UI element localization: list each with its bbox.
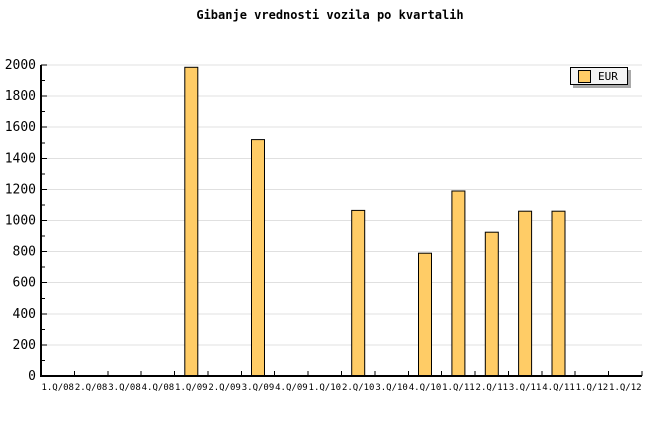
y-axis-label: 1600	[5, 120, 36, 135]
x-axis-label: 3.Q/11	[509, 383, 542, 393]
chart-title: Gibanje vrednosti vozila po kvartalih	[196, 8, 464, 22]
legend-label: EUR	[598, 69, 618, 83]
y-axis-label: 800	[13, 245, 36, 260]
x-axis-label: 1.Q/09	[175, 383, 208, 393]
x-axis-label: 3.Q/08	[108, 383, 141, 393]
y-axis-label: 1400	[5, 151, 36, 166]
x-axis-label: 2.Q/09	[208, 383, 241, 393]
x-axis-label: 3.Q/09	[242, 383, 275, 393]
bar-1.Q/11	[451, 190, 466, 377]
y-axis-label: 0	[28, 369, 36, 384]
x-axis-label: 2.Q/08	[75, 383, 108, 393]
y-axis-label: 2000	[5, 58, 36, 73]
x-axis-label: 4.Q/11	[542, 383, 575, 393]
y-axis-label: 400	[13, 307, 36, 322]
y-axis-label: 200	[13, 338, 36, 353]
legend: EUR	[570, 67, 628, 85]
x-axis-label: 2.Q/11	[476, 383, 509, 393]
x-axis-label: 3.Q/10	[375, 383, 408, 393]
x-axis-label: 2.Q/10	[342, 383, 375, 393]
x-axis-label: 1.Q/08	[41, 383, 74, 393]
bar-3.Q/11	[518, 210, 533, 377]
y-axis-label: 1800	[5, 89, 36, 104]
y-axis-label: 600	[13, 276, 36, 291]
bar-1.Q/09	[184, 66, 199, 377]
x-axis-label: 1.Q/11	[442, 383, 475, 393]
bar-2.Q/11	[484, 231, 499, 377]
x-axis-label: 1.Q/12	[609, 383, 642, 393]
y-axis-label: 1000	[5, 214, 36, 229]
x-axis-label: 1.Q/10	[309, 383, 342, 393]
bar-4.Q/10	[418, 252, 432, 377]
legend-swatch-icon	[578, 69, 591, 83]
x-axis-label: 4.Q/09	[275, 383, 308, 393]
x-axis-label: 4.Q/08	[142, 383, 175, 393]
x-axis-label: 1.Q/12	[576, 383, 609, 393]
x-axis-label: 4.Q/10	[409, 383, 442, 393]
bar-2.Q/10	[351, 209, 366, 377]
bar-4.Q/11	[551, 210, 566, 377]
bar-3.Q/09	[251, 139, 265, 377]
y-axis-label: 1200	[5, 182, 36, 197]
